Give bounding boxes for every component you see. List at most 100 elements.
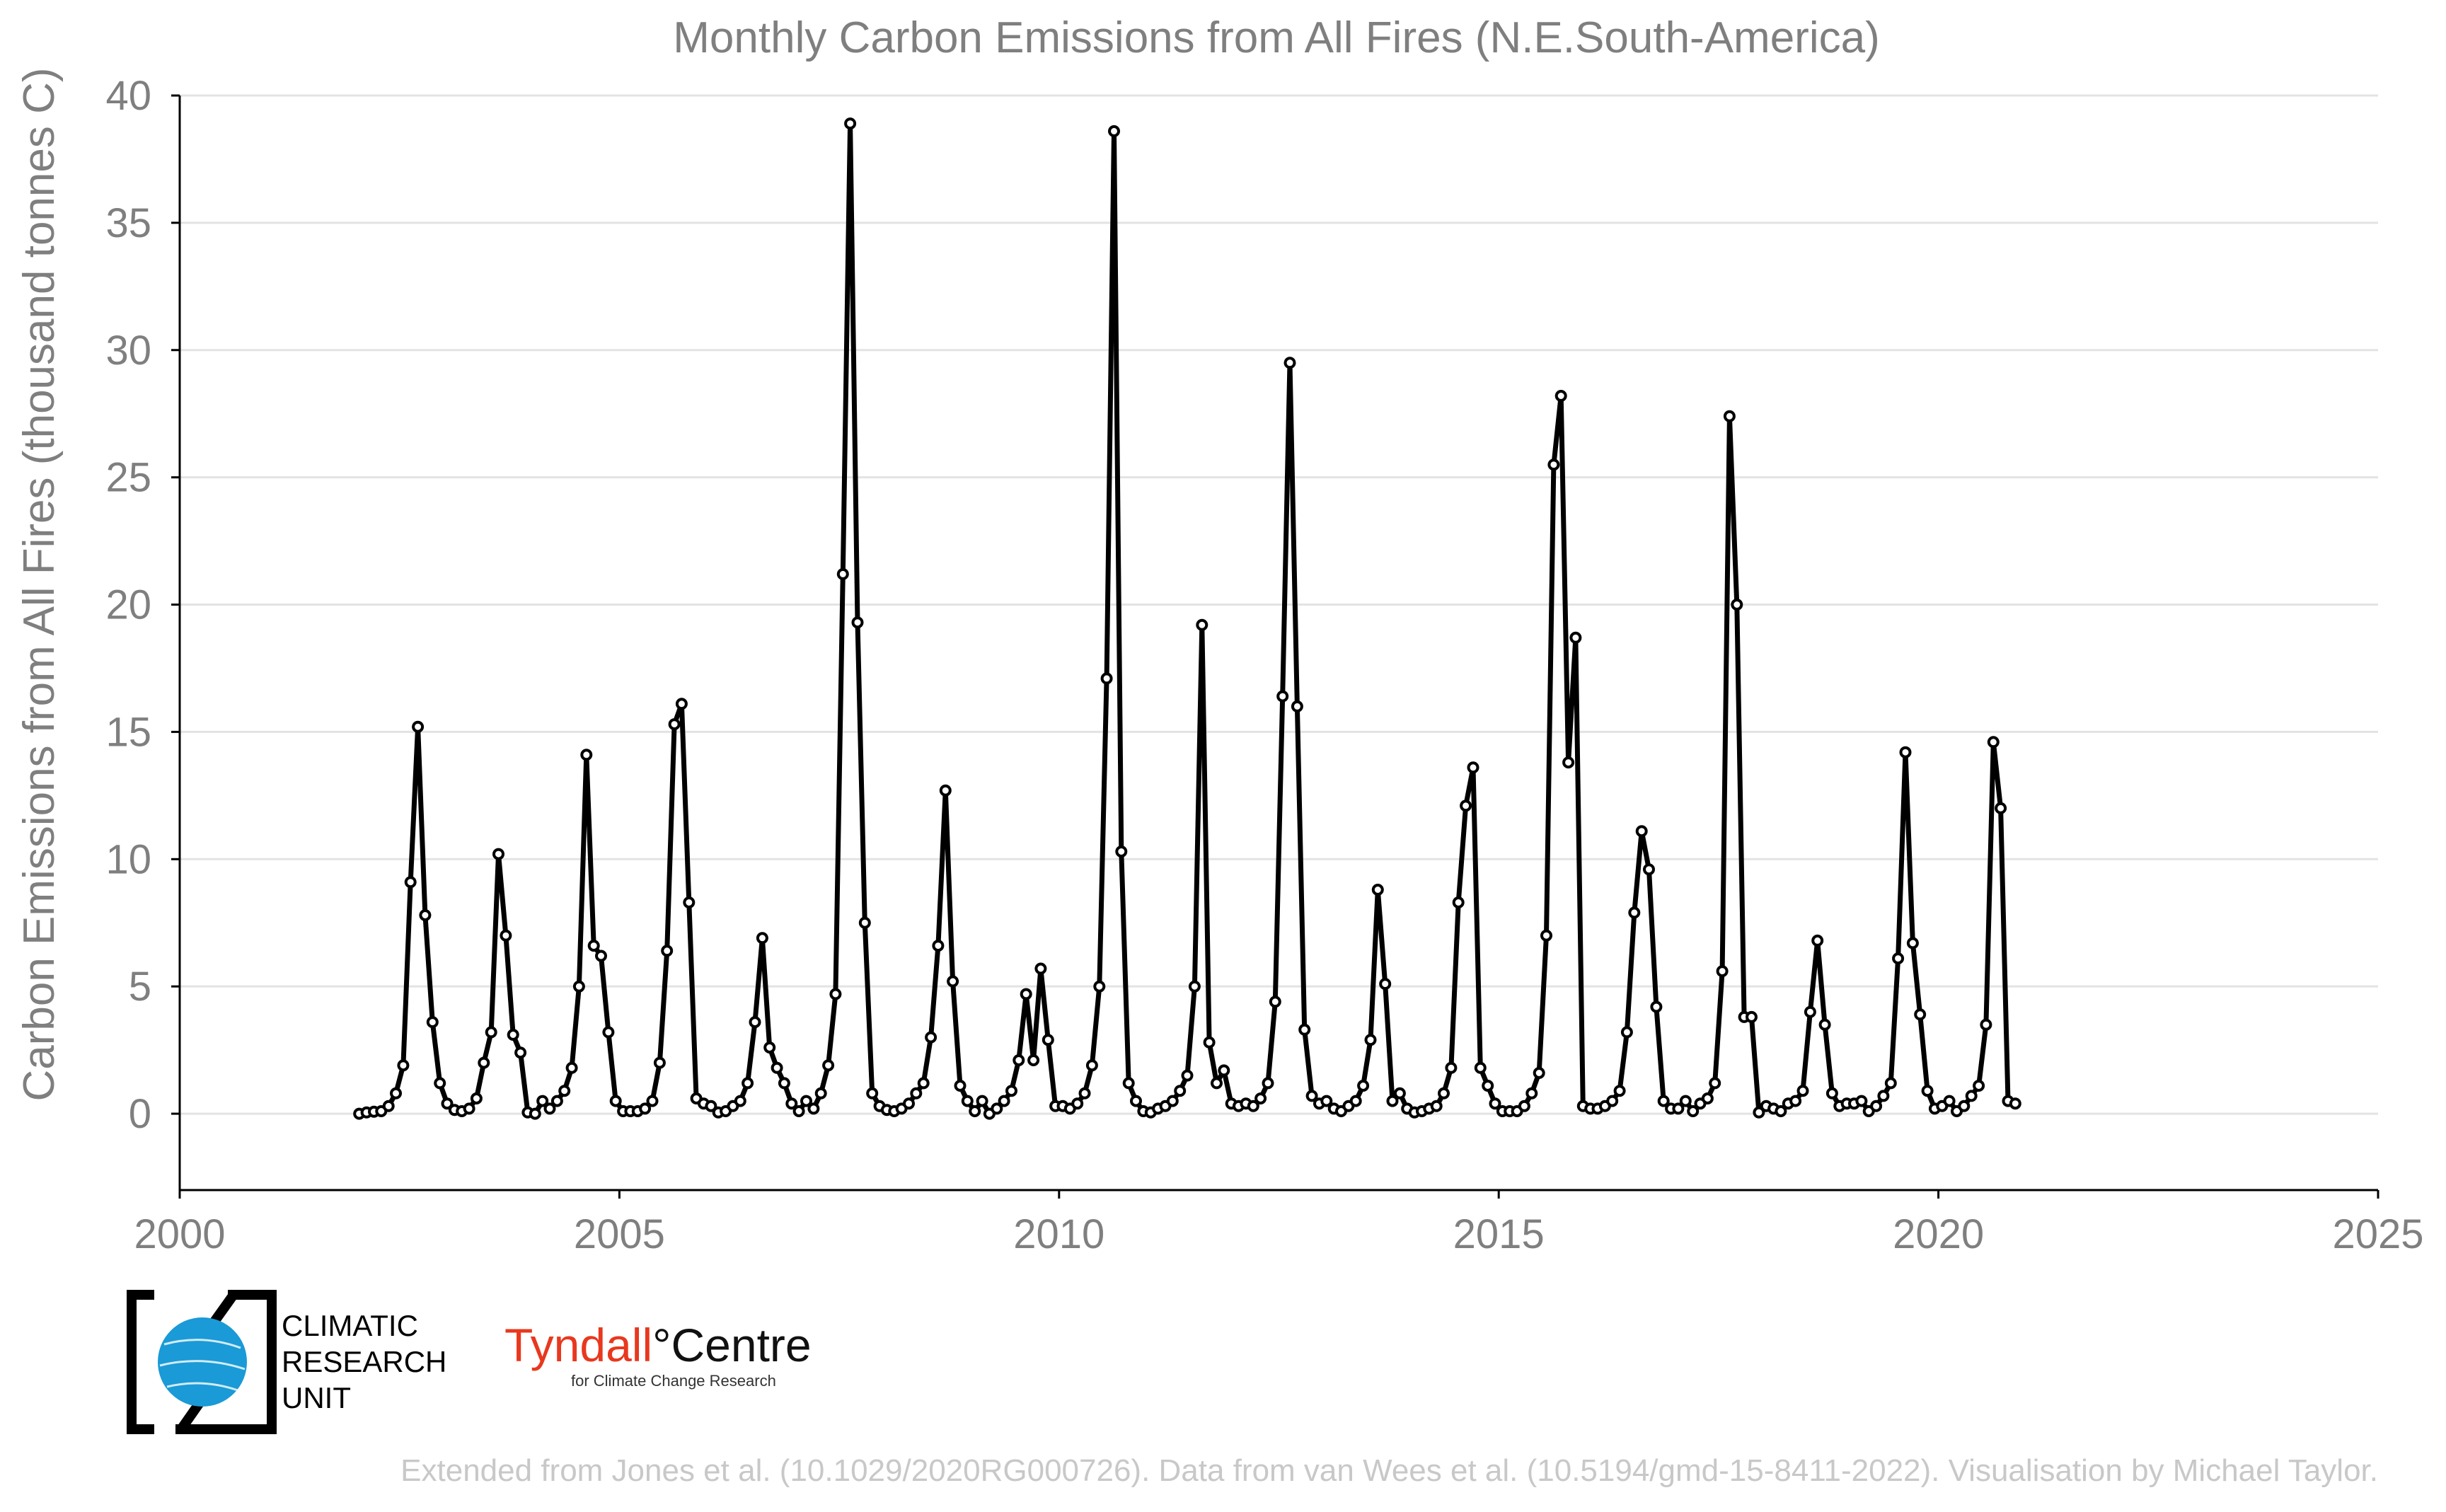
y-tick-label: 15: [105, 709, 151, 755]
data-point: [844, 117, 857, 130]
data-point: [478, 1056, 490, 1069]
data-point: [382, 1100, 395, 1112]
y-tick-label: 35: [105, 200, 151, 246]
data-point: [792, 1105, 805, 1117]
x-tick-label: 2005: [574, 1211, 665, 1257]
data-point: [1973, 1080, 1985, 1092]
data-point: [814, 1087, 827, 1100]
data-point: [858, 916, 871, 929]
data-point: [1269, 996, 1281, 1008]
data-point: [1804, 1005, 1816, 1018]
data-point: [1980, 1018, 1992, 1031]
data-point: [492, 848, 504, 860]
data-point: [1687, 1105, 1700, 1117]
data-point: [1188, 980, 1201, 993]
cru-logo-bracket-left: [127, 1290, 154, 1434]
data-point: [1569, 631, 1582, 644]
data-point: [1357, 1080, 1370, 1092]
data-point: [1650, 1000, 1663, 1013]
data-point: [646, 1095, 659, 1107]
tyndall-logo: Tyndall°Centre for Climate Change Resear…: [504, 1319, 812, 1390]
data-point: [1547, 458, 1560, 471]
globe-swirl-lines: [159, 1339, 246, 1392]
data-point: [1115, 846, 1128, 858]
data-point: [397, 1059, 410, 1072]
data-point: [991, 1102, 1003, 1115]
data-point: [1071, 1097, 1084, 1110]
data-point: [1320, 1095, 1333, 1107]
x-tick-labels: 2000 2005 2010 2015 2020 2025: [134, 1211, 2423, 1257]
data-point: [1305, 1090, 1318, 1102]
cru-logo-line2: RESEARCH: [282, 1345, 446, 1378]
data-point: [734, 1095, 746, 1107]
data-point: [756, 932, 768, 945]
data-point: [1386, 1095, 1399, 1107]
data-point: [1811, 934, 1824, 947]
data-point: [1554, 390, 1567, 402]
data-point: [1452, 896, 1465, 908]
data-point: [507, 1029, 519, 1041]
data-point: [572, 980, 585, 993]
data-point: [580, 749, 593, 761]
data-point: [1731, 599, 1743, 611]
series-group: [353, 117, 2021, 1120]
data-point: [1283, 357, 1296, 369]
data-point: [1818, 1018, 1831, 1031]
data-point: [1291, 700, 1303, 712]
data-point: [1753, 1106, 1765, 1119]
data-point: [763, 1041, 776, 1054]
data-point: [1884, 1077, 1897, 1090]
data-point: [470, 1092, 483, 1104]
data-point: [1093, 980, 1106, 993]
x-tick-label: 2020: [1893, 1211, 1984, 1257]
data-point: [1247, 1100, 1259, 1112]
data-point: [1211, 1077, 1223, 1090]
data-point: [661, 945, 674, 957]
data-point: [500, 929, 512, 942]
data-point: [1796, 1085, 1809, 1097]
data-point: [595, 950, 607, 962]
data-point: [653, 1056, 666, 1069]
data-point: [749, 1016, 761, 1029]
y-tick-label: 25: [105, 455, 151, 501]
y-tick-label: 20: [105, 582, 151, 628]
data-point: [2009, 1097, 2021, 1110]
data-point: [771, 1061, 783, 1074]
data-point: [1914, 1008, 1927, 1021]
data-point: [1379, 978, 1392, 991]
data-point: [1218, 1064, 1230, 1077]
data-point: [463, 1102, 475, 1115]
chart-title: Monthly Carbon Emissions from All Fires …: [673, 13, 1879, 62]
data-point: [1005, 1085, 1017, 1097]
data-point: [1262, 1077, 1274, 1090]
data-point: [1122, 1077, 1135, 1090]
data-point: [742, 1077, 754, 1090]
data-point: [668, 718, 681, 731]
cru-logo: CLIMATIC RESEARCH UNIT: [127, 1290, 446, 1434]
data-point: [390, 1087, 402, 1100]
x-tick-label: 2015: [1453, 1211, 1545, 1257]
data-point: [609, 1095, 622, 1107]
data-point: [1870, 1100, 1883, 1112]
data-point: [1533, 1067, 1545, 1079]
data-point: [822, 1059, 835, 1072]
data-point: [1613, 1085, 1626, 1097]
data-point: [947, 975, 959, 988]
y-tick-label: 30: [105, 328, 151, 374]
data-point: [1775, 1105, 1787, 1117]
data-point: [529, 1107, 541, 1120]
data-point: [558, 1085, 571, 1097]
data-point: [1489, 1097, 1501, 1110]
data-point: [1958, 1100, 1971, 1112]
data-point: [969, 1105, 981, 1117]
y-tick-label: 0: [129, 1091, 151, 1137]
x-tick-label: 2010: [1013, 1211, 1104, 1257]
data-point: [903, 1097, 915, 1110]
data-point: [1013, 1054, 1025, 1066]
data-point: [1518, 1100, 1530, 1112]
data-point: [917, 1077, 930, 1090]
data-point: [778, 1077, 790, 1090]
data-point: [1467, 761, 1479, 774]
